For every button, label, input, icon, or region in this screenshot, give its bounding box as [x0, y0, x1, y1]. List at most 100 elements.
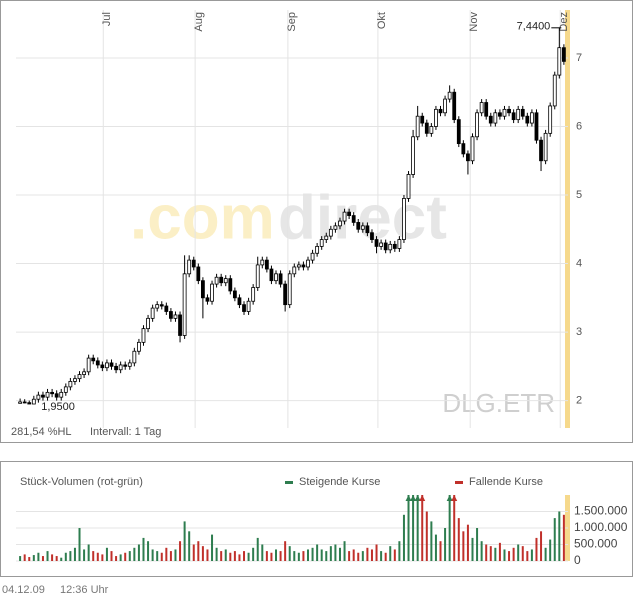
candle-body	[475, 112, 479, 138]
volume-bar	[471, 537, 474, 561]
y-tick-label: 0	[574, 553, 581, 567]
candle-body	[306, 259, 310, 268]
price-panel	[0, 0, 633, 443]
candle-body	[77, 374, 82, 380]
candle-body	[301, 264, 306, 268]
x-tick-label: Okt	[376, 12, 388, 29]
volume-bar	[430, 521, 433, 561]
max-label: 7,4400	[517, 21, 551, 33]
candle-body	[63, 386, 68, 393]
candle-body	[36, 394, 41, 400]
volume-bar	[453, 495, 456, 561]
volume-bar	[338, 547, 341, 561]
volume-bar	[51, 554, 54, 561]
volume-bar	[169, 551, 172, 561]
volume-bar	[233, 551, 236, 561]
y-tick-label: 2	[576, 394, 582, 406]
candle-body	[59, 391, 64, 398]
volume-bar	[311, 547, 314, 561]
min-label: 1,9500	[41, 401, 75, 413]
volume-bar	[101, 554, 104, 561]
y-tick-label: 7	[576, 52, 582, 64]
volume-bar	[211, 534, 214, 561]
candle-body	[493, 112, 498, 124]
candle-body	[383, 242, 388, 251]
candle-body	[392, 243, 397, 249]
candle-body	[347, 211, 352, 216]
volume-bar	[83, 549, 86, 561]
volume-bar	[293, 551, 296, 561]
candle-body	[73, 378, 77, 382]
volume-bar	[375, 544, 378, 561]
volume-bar	[183, 521, 186, 561]
candle-body	[447, 91, 452, 100]
candle-body	[27, 402, 32, 405]
volume-bar	[503, 549, 506, 561]
candle-body	[402, 198, 406, 240]
candle-body	[196, 266, 201, 282]
volume-bar	[151, 549, 154, 561]
candle-body	[520, 108, 525, 117]
candle-body	[406, 174, 411, 199]
volume-bar	[32, 555, 35, 561]
candle-body	[539, 139, 543, 162]
candle-body	[214, 276, 219, 285]
legend-label: Fallende Kurse	[469, 476, 543, 488]
candle-body	[525, 115, 530, 124]
y-tick-label: 4	[576, 257, 582, 269]
candle-body	[264, 259, 269, 270]
legend-swatch	[285, 481, 293, 484]
volume-bar	[380, 551, 383, 561]
candle-body	[351, 215, 356, 223]
candle-body	[109, 362, 114, 367]
volume-bar	[96, 552, 99, 561]
y-tick-label: 1.500.000	[574, 504, 628, 518]
candle-body	[187, 259, 192, 275]
candle-body	[191, 259, 196, 268]
interval: Intervall: 1 Tag	[90, 426, 161, 438]
candle-body	[507, 108, 511, 114]
candle-body	[18, 401, 23, 404]
candle-body	[155, 304, 160, 309]
watermark-direct: direct	[278, 183, 447, 252]
candle-body	[86, 357, 91, 373]
candle-body	[41, 394, 45, 398]
candle-body	[219, 276, 224, 284]
candle-body	[502, 108, 507, 117]
legend-label: Steigende Kurse	[299, 476, 380, 488]
candle-body	[438, 108, 443, 114]
volume-bar	[361, 551, 364, 561]
candle-body	[228, 278, 233, 292]
volume-bar	[224, 549, 227, 561]
volume-bar	[64, 552, 67, 561]
volume-bar	[508, 551, 511, 561]
volume-bar	[329, 546, 332, 561]
volume-bar	[485, 544, 488, 561]
volume-bar	[92, 551, 95, 561]
candle-body	[342, 211, 347, 222]
candle-body	[287, 273, 292, 306]
legend-swatch	[455, 481, 463, 484]
footer-time: 12:36 Uhr	[60, 584, 109, 596]
volume-bar	[201, 546, 204, 561]
volume-bar	[165, 547, 168, 561]
volume-bar	[348, 551, 351, 561]
candle-body	[456, 119, 461, 145]
volume-bar	[206, 549, 209, 561]
volume-bar	[179, 541, 182, 561]
volume-bar	[489, 546, 492, 561]
candle-body	[360, 225, 365, 230]
volume-bar	[421, 495, 424, 561]
candle-body	[319, 239, 324, 247]
candle-body	[255, 264, 260, 288]
volume-bar	[247, 552, 250, 561]
candle-body	[141, 328, 146, 343]
candle-body	[552, 74, 557, 107]
overflow-marker	[410, 495, 417, 501]
candle-body	[530, 112, 534, 124]
candle-body	[205, 297, 210, 302]
candle-body	[246, 300, 251, 312]
volume-bar	[444, 528, 447, 561]
volume-bar	[512, 547, 515, 561]
candle-body	[82, 371, 86, 375]
